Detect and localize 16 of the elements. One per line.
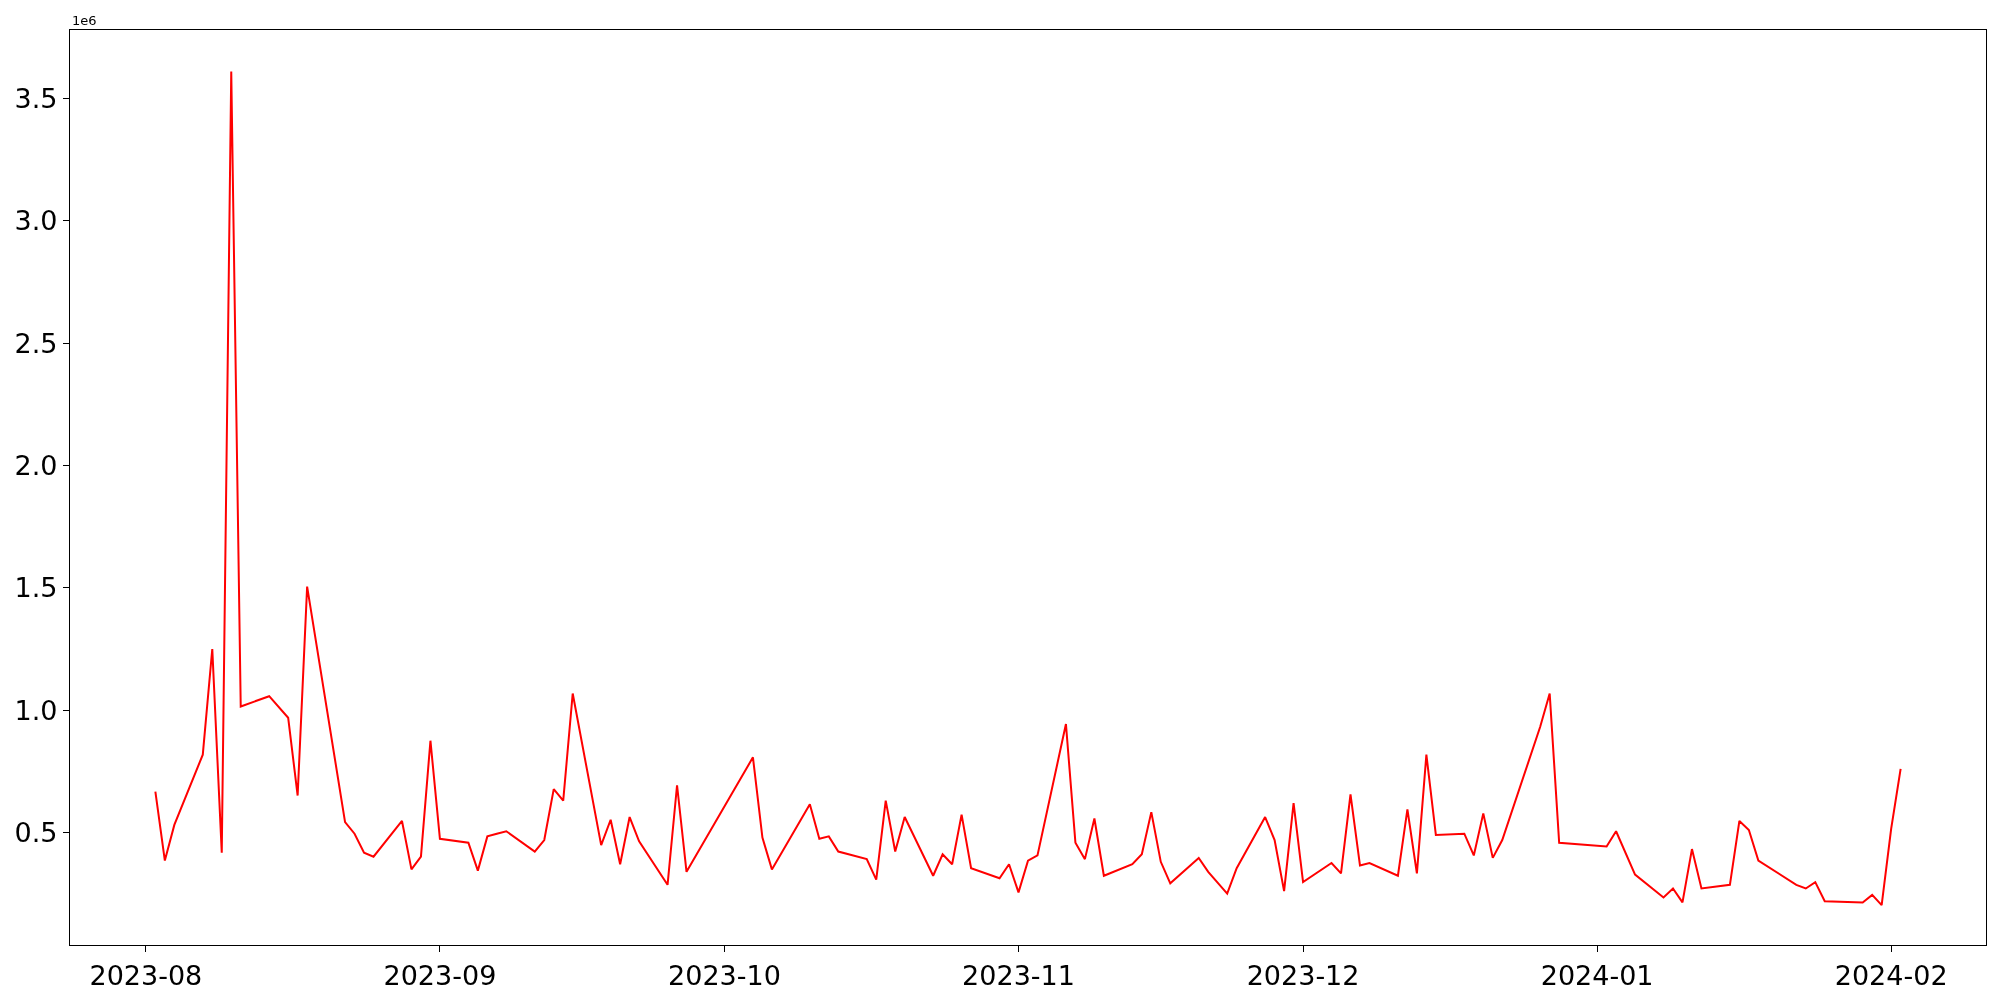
y-tick-label: 1.5 <box>14 572 58 604</box>
y-tick-label: 1.0 <box>14 694 58 726</box>
y-tick-label: 2.5 <box>14 327 58 359</box>
line-series <box>154 70 1902 907</box>
y-tick-label: 3.0 <box>14 205 58 237</box>
x-tick-label: 2023-08 <box>89 959 203 991</box>
x-tick-label: 2023-11 <box>962 959 1075 991</box>
x-tick-label: 2024-01 <box>1540 959 1654 991</box>
y-tick-label: 2.0 <box>14 449 58 481</box>
x-tick-label: 2023-10 <box>668 959 781 991</box>
text: 1e6 <box>72 13 97 28</box>
x-tick-label: 2024-02 <box>1834 959 1948 991</box>
x-tick-label: 2023-12 <box>1246 959 1360 991</box>
x-tick-label: 2023-09 <box>383 959 497 991</box>
y-tick-label: 3.5 <box>14 82 58 114</box>
y-tick-label: 0.5 <box>14 816 58 848</box>
